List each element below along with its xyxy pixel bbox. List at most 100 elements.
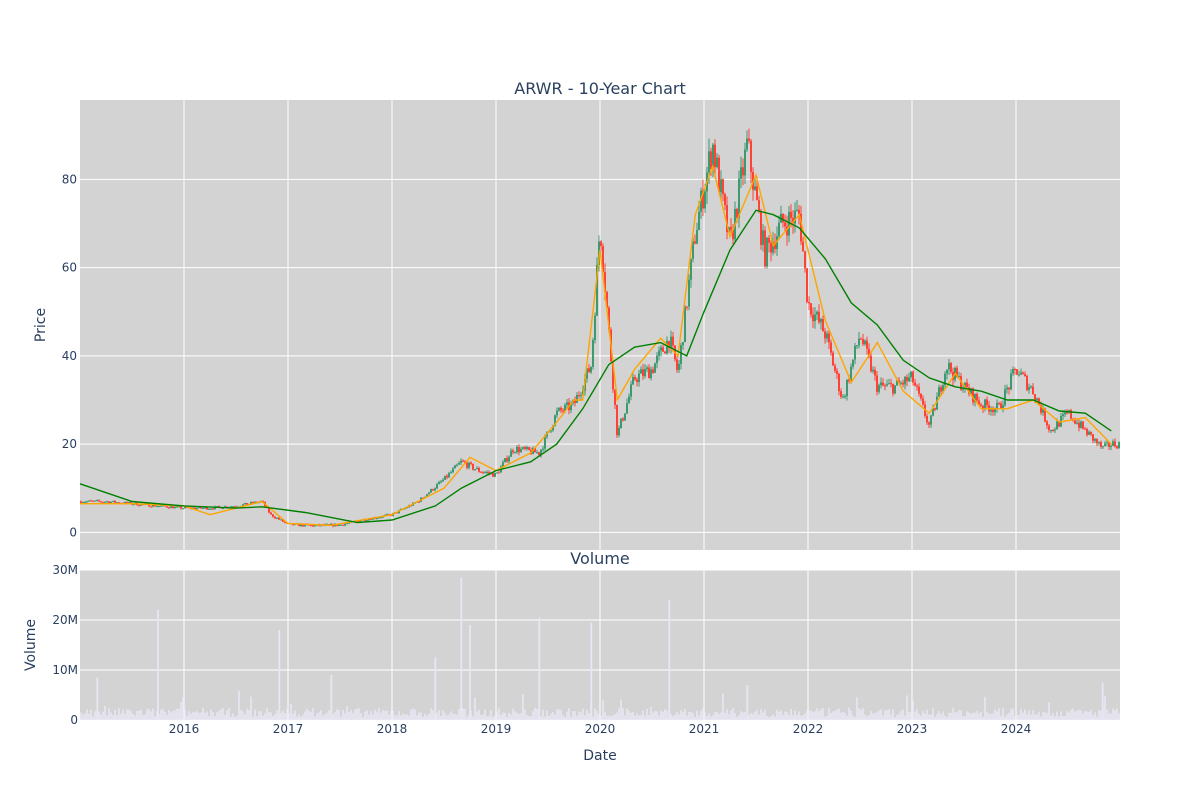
volume-bar <box>692 713 694 720</box>
candle-body <box>1050 429 1052 431</box>
volume-bar <box>780 710 782 720</box>
volume-bar <box>642 710 644 720</box>
volume-bar <box>1078 709 1080 720</box>
volume-bar <box>240 709 242 720</box>
price-y-tick-label: 20 <box>62 437 77 451</box>
candle-body <box>708 151 710 173</box>
volume-bar <box>586 709 588 720</box>
volume-bar <box>930 714 932 720</box>
candle-body <box>124 502 126 504</box>
volume-bar <box>760 709 762 720</box>
candle-body <box>518 446 520 453</box>
volume-bar <box>148 708 150 720</box>
volume-bar <box>166 715 168 720</box>
volume-bar <box>94 711 96 720</box>
candle-body <box>94 500 96 502</box>
candle-body <box>784 222 786 227</box>
volume-bar <box>80 712 82 720</box>
volume-bar <box>548 715 550 720</box>
candle-body <box>828 333 830 343</box>
volume-bar <box>256 716 258 720</box>
volume-bar <box>482 714 484 720</box>
volume-bar <box>734 712 736 720</box>
candle-body <box>88 500 90 502</box>
x-tick-label: 2021 <box>689 722 720 736</box>
volume-bar <box>770 716 772 720</box>
candle-body <box>742 167 744 176</box>
volume-bar <box>584 715 586 720</box>
volume-bars <box>80 577 1120 720</box>
candle-body <box>992 409 994 413</box>
candle-body <box>950 363 952 372</box>
candle-body <box>810 303 812 315</box>
volume-bar <box>410 709 412 720</box>
volume-bar <box>376 711 378 720</box>
volume-bar <box>540 715 542 720</box>
volume-bar <box>1098 710 1100 720</box>
volume-bar <box>696 710 698 720</box>
candle-body <box>488 472 490 474</box>
volume-bar <box>552 711 554 720</box>
volume-bar <box>152 708 154 720</box>
candle-body <box>914 382 916 386</box>
candle-body <box>776 236 778 250</box>
volume-bar <box>784 711 786 720</box>
volume-bar <box>238 690 240 720</box>
candle-body <box>348 522 350 524</box>
candle-body <box>338 524 340 526</box>
volume-bar <box>902 709 904 720</box>
volume-bar <box>268 712 270 720</box>
candle-body <box>662 347 664 352</box>
volume-y-axis-label: Volume <box>23 619 39 671</box>
volume-bar <box>1026 714 1028 720</box>
price-y-tick-label: 80 <box>62 172 77 186</box>
candle-body <box>112 500 114 502</box>
volume-bar <box>294 710 296 720</box>
candle-body <box>106 501 108 503</box>
candle-body <box>886 384 888 386</box>
volume-bar <box>228 708 230 720</box>
candle-body <box>792 217 794 224</box>
candle-body <box>556 410 558 416</box>
volume-bar <box>790 709 792 720</box>
volume-bar <box>634 715 636 720</box>
candle-body <box>1090 431 1092 435</box>
candle-body <box>718 157 720 193</box>
candle-body <box>730 227 732 230</box>
volume-bar <box>196 711 198 720</box>
volume-bar <box>170 712 172 720</box>
candle-body <box>1048 425 1050 431</box>
volume-bar <box>220 709 222 720</box>
volume-bar <box>296 716 298 720</box>
volume-bar <box>1064 715 1066 720</box>
volume-bar <box>958 709 960 720</box>
volume-bar <box>968 712 970 720</box>
candle-body <box>646 367 648 370</box>
volume-bar <box>792 715 794 720</box>
volume-bar <box>988 713 990 720</box>
volume-bar <box>130 711 132 720</box>
volume-bar <box>940 714 942 720</box>
candle-body <box>542 448 544 450</box>
volume-bar <box>594 708 596 720</box>
volume-bar <box>818 710 820 720</box>
candle-body <box>926 415 928 423</box>
candle-body <box>84 501 86 503</box>
volume-bar <box>910 711 912 720</box>
volume-bar <box>1054 716 1056 720</box>
volume-bar <box>606 715 608 720</box>
candle-body <box>768 237 770 243</box>
candle-body <box>502 462 504 467</box>
volume-bar <box>712 715 714 720</box>
candle-body <box>116 502 118 504</box>
candle-body <box>80 501 82 503</box>
volume-bar <box>336 709 338 720</box>
volume-bar <box>306 708 308 720</box>
candle-body <box>576 395 578 403</box>
candle-body <box>486 472 488 474</box>
volume-bar <box>430 708 432 720</box>
candle-body <box>310 525 312 527</box>
date-x-axis: 2016 2017 2018 2019 2020 2021 2022 2023 2024 <box>169 722 1032 736</box>
candle-body <box>520 448 522 453</box>
volume-bar <box>954 712 956 720</box>
